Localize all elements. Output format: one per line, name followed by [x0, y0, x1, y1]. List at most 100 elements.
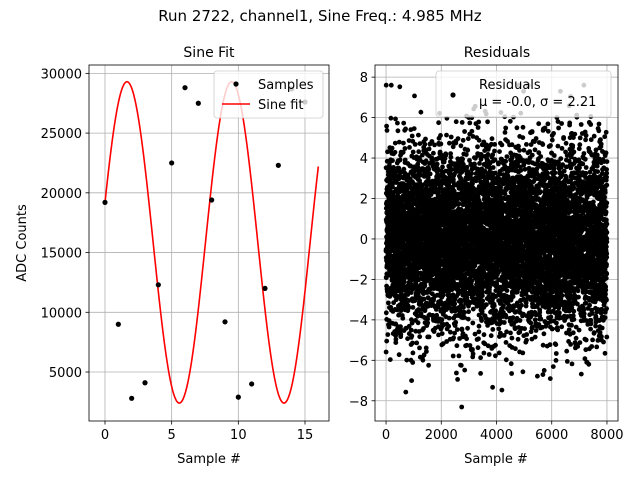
- residual-point: [443, 152, 449, 158]
- residual-point: [426, 334, 432, 340]
- residual-point: [425, 175, 431, 181]
- residual-point: [477, 161, 482, 166]
- residual-point: [465, 136, 471, 142]
- residual-point: [428, 192, 434, 197]
- residual-point: [453, 119, 459, 125]
- residuals-chart: Residuals 0 2000 4000 6000 8000−8−6−4−202468…: [349, 45, 624, 467]
- residual-point: [438, 133, 443, 138]
- residual-point: [419, 184, 425, 190]
- residual-point: [409, 333, 415, 339]
- residual-point: [406, 138, 412, 144]
- sample-point: [142, 380, 148, 386]
- residual-point: [384, 127, 390, 133]
- residual-point: [465, 147, 471, 153]
- residual-point: [469, 171, 474, 177]
- sine-fit-ytick-label: 25000: [41, 127, 82, 142]
- residual-point: [490, 165, 496, 170]
- residual-point: [462, 129, 467, 134]
- residual-point: [409, 133, 415, 139]
- residual-point: [420, 152, 425, 158]
- residual-point: [408, 327, 414, 333]
- residual-point: [459, 404, 465, 410]
- residual-point: [396, 352, 402, 358]
- residual-point: [412, 142, 418, 147]
- sine-fit-xtick-label: 10: [230, 428, 247, 443]
- residual-point: [479, 309, 485, 314]
- sine-fit-xlabel: Sample #: [177, 452, 241, 467]
- residual-point: [503, 340, 509, 345]
- residual-point: [451, 335, 456, 341]
- residual-point: [403, 389, 409, 395]
- residual-point: [458, 363, 464, 368]
- sine-fit-legend-box: [213, 70, 324, 119]
- residual-point: [420, 357, 426, 363]
- sine-fit-curve: [104, 80, 320, 404]
- residual-point: [393, 232, 399, 237]
- residual-point: [502, 130, 508, 135]
- residual-point: [429, 155, 435, 161]
- sample-point: [209, 197, 215, 203]
- residual-point: [416, 132, 421, 138]
- sine-fit-ytick-label: 30000: [41, 67, 82, 82]
- residual-point: [461, 304, 466, 310]
- residual-point: [401, 140, 406, 146]
- residual-point: [440, 341, 446, 347]
- residual-point: [510, 294, 516, 299]
- residual-point: [386, 318, 392, 324]
- residual-point: [384, 338, 390, 344]
- residual-point: [479, 154, 485, 160]
- residual-point: [475, 144, 480, 150]
- residual-point: [516, 143, 521, 149]
- residual-point: [423, 345, 429, 351]
- residual-point: [468, 175, 474, 181]
- sine-fit-axes-frame: [88, 64, 330, 422]
- residual-point: [507, 118, 513, 124]
- residual-point: [452, 301, 458, 307]
- residual-point: [415, 164, 421, 170]
- residual-point: [385, 332, 391, 337]
- sine-fit-xtick-label: 15: [297, 428, 314, 443]
- residual-point: [504, 154, 510, 160]
- sample-point: [182, 85, 188, 91]
- sample-point: [222, 319, 228, 325]
- residual-point: [416, 277, 421, 283]
- residual-point: [417, 334, 423, 340]
- residual-point: [421, 296, 427, 302]
- residual-point: [476, 329, 482, 335]
- sine-fit-line: [104, 80, 320, 404]
- residual-point: [519, 302, 524, 308]
- residual-point: [395, 120, 400, 126]
- sine-fit-xtick-label: 0: [101, 428, 109, 443]
- sine-fit-ytick-label: 15000: [41, 247, 82, 262]
- residual-point: [508, 361, 514, 367]
- residual-point: [469, 128, 475, 134]
- residual-point: [383, 82, 389, 88]
- residual-point: [439, 331, 445, 336]
- residual-point: [478, 371, 483, 376]
- sample-point: [169, 160, 175, 166]
- residual-point: [410, 149, 416, 155]
- residual-point: [470, 351, 476, 357]
- legend-sine-fit-label: Sine fit: [258, 98, 304, 113]
- residual-point: [479, 289, 485, 295]
- residual-point: [465, 316, 471, 322]
- residual-point: [490, 327, 496, 332]
- residual-point: [400, 149, 406, 155]
- sample-point: [155, 282, 161, 288]
- residual-point: [410, 305, 416, 310]
- residual-point: [394, 307, 400, 313]
- residual-point: [410, 360, 416, 365]
- residual-point: [470, 347, 475, 352]
- sine-fit-ytick-label: 5000: [49, 366, 82, 381]
- residual-point: [476, 137, 482, 143]
- residual-point: [415, 320, 421, 326]
- residual-point: [421, 326, 426, 331]
- sine-fit-ylabel: ADC Counts: [15, 204, 30, 282]
- figure-title: Run 2722, channel1, Sine Freq.: 4.985 MH…: [158, 7, 482, 25]
- residual-point: [401, 120, 407, 126]
- residual-point: [517, 148, 522, 153]
- residual-point: [451, 177, 456, 183]
- residual-point: [419, 302, 425, 308]
- residual-point: [417, 141, 423, 147]
- residual-point: [493, 342, 498, 348]
